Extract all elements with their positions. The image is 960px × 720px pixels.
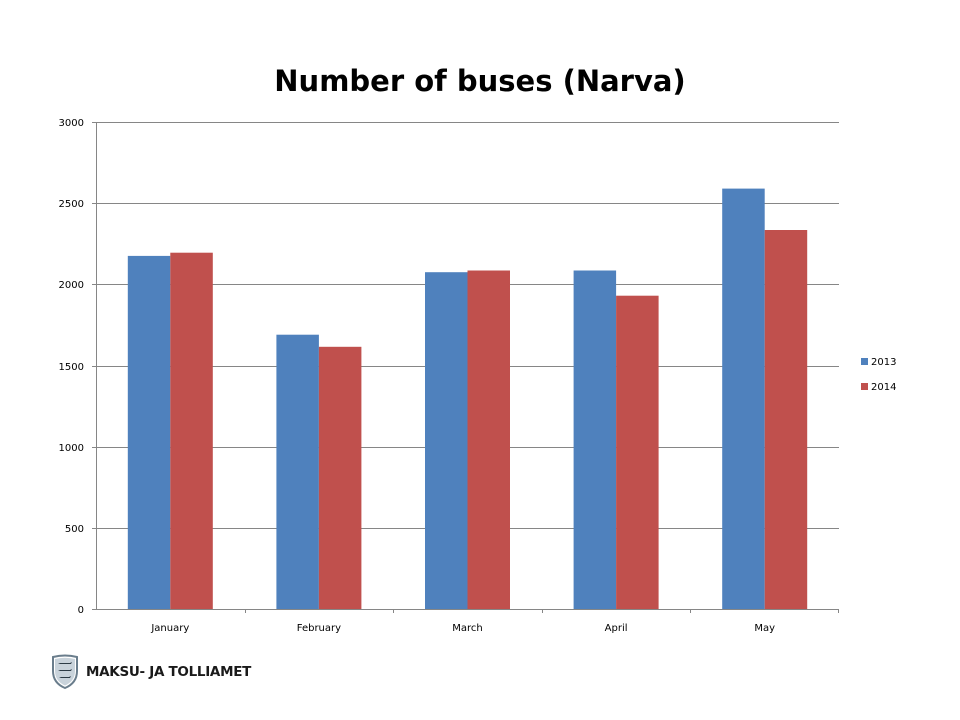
x-tick-label: May — [754, 623, 775, 634]
y-tick-label: 2000 — [59, 280, 84, 291]
legend-swatch-2013 — [861, 358, 868, 365]
y-tick-label: 3000 — [59, 118, 84, 129]
x-tick-label: March — [452, 623, 482, 634]
bar-2013-january — [127, 255, 171, 609]
bar-2013-march — [425, 272, 468, 609]
axes: 0 500 1000 1500 2000 2500 3000 January February M… — [59, 118, 839, 634]
legend-label-2014: 2014 — [871, 382, 896, 393]
agency-logo: MAKSU- JA TOLLIAMET — [50, 654, 251, 690]
y-tick-label: 1000 — [59, 443, 84, 454]
bar-2013-april — [573, 270, 617, 609]
bar-2013-february — [276, 334, 319, 609]
bar-2014-january — [170, 252, 213, 609]
agency-name: MAKSU- JA TOLLIAMET — [86, 664, 252, 680]
y-tick-label: 500 — [65, 524, 84, 535]
estonian-coat-of-arms-icon — [52, 654, 78, 690]
x-tick-label: February — [297, 623, 341, 634]
y-tick-label: 2500 — [59, 199, 84, 210]
y-tick-label: 0 — [78, 605, 84, 616]
x-tick-label: April — [605, 623, 628, 634]
legend-swatch-2014 — [861, 383, 868, 390]
bar-2013-may — [722, 188, 765, 609]
x-tick-label: January — [150, 623, 189, 634]
bar-2014-may — [764, 230, 808, 609]
legend-label-2013: 2013 — [871, 357, 896, 368]
y-tick-label: 1500 — [59, 362, 84, 373]
bars — [127, 188, 808, 609]
bar-2014-april — [616, 295, 659, 609]
bar-2014-february — [318, 346, 362, 609]
bar-2014-march — [467, 270, 510, 609]
legend: 2013 2014 — [861, 357, 896, 393]
chart-title: Number of buses (Narva) — [274, 64, 686, 98]
